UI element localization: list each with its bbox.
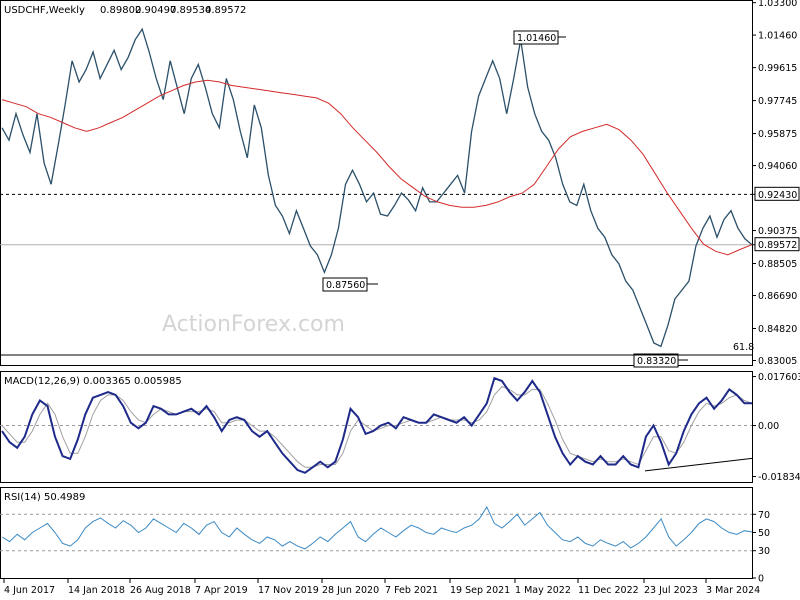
ohlc-close: 0.89572 [205,5,246,16]
rsi-title: RSI(14) 50.4989 [4,492,85,503]
price-y-tick-label: 0.88505 [758,259,797,270]
price-y-tick-label: 0.90375 [758,226,797,237]
price-y-tick-label: 0.92430 [758,190,797,201]
rsi-y-tick-label: 30 [758,546,770,557]
x-axis: 4 Jun 2017 14 Jan 2018 26 Aug 2018 7 Apr 20… [3,578,760,596]
price-y-tick-label: 1.03300 [758,0,797,9]
price-y-axis: 1.03300 1.01460 0.99615 0.97745 0.95875 0.940… [752,0,800,367]
price-series [1,27,753,348]
price-y-tick-label: 0.97745 [758,96,797,107]
x-tick-label: 11 Dec 2022 [578,585,639,596]
macd-y-tick-label: 0.00 [758,421,779,432]
price-y-tick-label: 0.83005 [758,356,797,367]
ohlc-high: 0.90497 [135,5,176,16]
macd-line [1,376,752,474]
rsi-y-tick-label: 50 [758,528,770,539]
price-annotations: 1.01460 0.87560 0.83320 61.8 [0,30,754,368]
ohlc-low: 0.89534 [170,5,211,16]
macd-signal-line [1,386,753,468]
macd-title: MACD(12,26,9) 0.003365 0.005985 [4,376,182,387]
rsi-panel-frame [0,487,753,579]
macd-y-tick-label: -0.01834 [758,472,800,483]
annotation-label: 1.01460 [517,33,556,44]
price-y-tick-label: 0.89572 [758,240,797,251]
macd-series [1,376,753,474]
price-y-tick-label: 0.95875 [758,129,797,140]
x-tick-label: 7 Feb 2021 [385,585,438,596]
fibonacci-level-label: 61.8 [733,342,754,353]
x-tick-label: 23 Jul 2023 [644,585,698,596]
x-tick-label: 14 Jan 2018 [68,585,125,596]
x-tick-label: 7 Apr 2019 [195,585,248,596]
x-tick-label: 26 Aug 2018 [130,585,191,596]
macd-y-axis: 0.017603 0.00 -0.01834 [0,372,800,483]
price-y-tick-box [754,186,800,201]
ohlc-readout: 0.89802 0.90497 0.89534 0.89572 [100,5,246,16]
rsi-y-axis: 70 50 30 0 [0,510,770,585]
price-y-tick-label: 0.84820 [758,324,797,335]
price-y-tick-label: 0.94060 [758,161,797,172]
rsi-series [1,505,753,550]
rsi-line [1,505,753,550]
price-y-tick-label: 0.99615 [758,63,797,74]
annotation-box [513,30,559,45]
price-line [1,27,753,348]
watermark: ActionForex.com [162,312,345,337]
rsi-y-tick-label: 0 [758,574,764,585]
x-tick-label: 4 Jun 2017 [4,585,55,596]
x-tick-label: 17 Nov 2019 [258,585,319,596]
chart-title: USDCHF,Weekly [4,5,85,16]
price-panel-frame [0,0,753,366]
x-tick-label: 1 May 2022 [515,585,571,596]
moving-average-line [1,79,753,256]
annotation-box [633,353,679,368]
annotation-label: 0.87560 [326,280,365,291]
annotation-label: 0.83320 [637,356,676,367]
macd-trendline [644,457,753,472]
price-horizontal-lines [0,193,752,246]
annotation-box [322,277,368,292]
x-tick-label: 19 Sep 2021 [450,585,510,596]
x-tick-label: 3 Mar 2024 [706,585,760,596]
rsi-y-tick-label: 70 [758,510,770,521]
macd-panel-frame [0,371,753,483]
ohlc-open: 0.89802 [100,5,141,16]
macd-y-tick-label: 0.017603 [758,372,800,383]
price-y-tick-box [754,237,800,252]
price-y-tick-label: 1.01460 [758,31,797,42]
x-tick-label: 28 Jun 2020 [322,585,379,596]
price-y-tick-label: 0.86690 [758,291,797,302]
